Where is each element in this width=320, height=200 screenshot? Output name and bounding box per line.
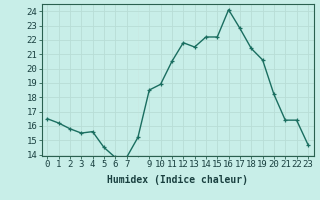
X-axis label: Humidex (Indice chaleur): Humidex (Indice chaleur) [107,175,248,185]
